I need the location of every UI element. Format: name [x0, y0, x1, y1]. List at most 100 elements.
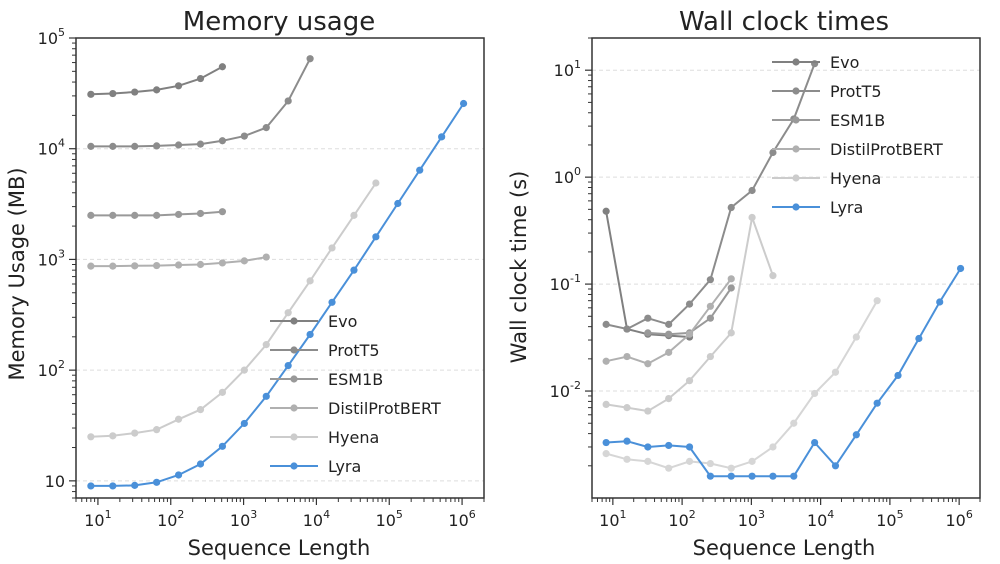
data-point-prott5: [262, 124, 270, 132]
data-point-prott5: [748, 186, 756, 195]
data-point-hyena: [174, 415, 183, 423]
data-point-prott5: [240, 132, 248, 140]
data-point-lyra: [218, 442, 227, 450]
x-tick-label: 101: [84, 508, 111, 530]
data-point-evo: [131, 88, 139, 96]
data-point-hyena: [153, 426, 161, 434]
data-point-lyra: [240, 419, 248, 428]
series-line-prott5: [605, 63, 816, 331]
x-tick-label: 105: [876, 508, 903, 530]
data-point-lyra: [372, 233, 380, 241]
data-point-esm1b: [87, 211, 95, 219]
data-point-prott5: [685, 300, 694, 308]
data-point-distilprotbert: [665, 348, 673, 356]
data-point-hyena: [262, 341, 270, 349]
data-point-evo: [87, 90, 95, 98]
data-point-hyena: [769, 443, 777, 451]
legend-label-hyena: Hyena: [328, 428, 379, 447]
y-tick-label: 103: [38, 247, 65, 269]
data-point-hyena: [306, 277, 314, 285]
series-line-hyena: [605, 300, 879, 470]
data-point-lyra: [790, 472, 798, 480]
data-point-esm1b: [109, 211, 117, 219]
y-tick-label: 101: [554, 58, 581, 80]
y-axis-label: Wall clock time (s): [507, 171, 531, 364]
data-point-prott5: [174, 141, 183, 149]
data-point-prott5: [131, 142, 139, 150]
data-point-hyena: [87, 433, 95, 441]
data-point-lyra: [706, 472, 714, 480]
plot-frame: [591, 37, 981, 499]
chart-title: Wall clock times: [679, 7, 889, 37]
data-point-distilprotbert: [218, 259, 227, 267]
data-point-hyena: [748, 457, 756, 465]
data-point-hyena: [706, 459, 714, 468]
data-point-lyra: [894, 371, 902, 380]
data-point-hyena: [240, 366, 248, 374]
series-line-prott5: [90, 58, 311, 148]
data-point-hyena: [602, 450, 610, 458]
data-point-hyena: [685, 457, 694, 465]
legend-marker-distilprotbert: [792, 145, 800, 153]
legend-label-lyra: Lyra: [328, 457, 361, 476]
data-point-hyena: [852, 333, 860, 341]
series-line-hyena: [90, 182, 377, 438]
legend-label-evo: Evo: [830, 53, 859, 72]
data-point-hyena: [350, 211, 358, 219]
data-point-lyra: [262, 392, 270, 400]
data-point-prott5: [727, 203, 735, 212]
legend-label-esm1b: ESM1B: [830, 111, 885, 130]
data-point-hyena: [196, 406, 205, 414]
legend-marker-lyra: [290, 462, 298, 470]
legend-label-hyena: Hyena: [830, 169, 881, 188]
data-point-prott5: [153, 142, 161, 150]
series-line-lyra: [90, 102, 465, 487]
data-point-hyena: [769, 272, 777, 280]
series-line-lyra: [606, 267, 962, 478]
x-tick-label: 105: [376, 508, 403, 530]
data-point-hyena: [644, 457, 652, 465]
legend-marker-esm1b: [290, 375, 298, 383]
data-point-hyena: [811, 389, 819, 398]
data-point-esm1b: [644, 329, 652, 337]
data-point-hyena: [831, 368, 840, 376]
data-point-lyra: [665, 441, 673, 450]
legend-label-lyra: Lyra: [830, 198, 863, 217]
data-point-hyena: [748, 213, 756, 222]
y-tick-label: 10: [45, 472, 65, 491]
data-point-evo: [109, 89, 117, 98]
data-point-evo: [153, 86, 161, 94]
legend-label-distilprotbert: DistilProtBERT: [328, 399, 441, 418]
data-point-lyra: [87, 482, 95, 490]
data-point-prott5: [706, 276, 714, 284]
data-point-lyra: [644, 443, 652, 451]
y-tick-label: 10-2: [550, 379, 581, 401]
memory-usage-chart: Memory usage Sequence Length Memory Usag…: [5, 7, 485, 560]
data-point-lyra: [685, 443, 694, 451]
data-point-lyra: [328, 298, 336, 306]
data-point-lyra: [852, 431, 860, 439]
data-point-prott5: [196, 140, 205, 148]
legend-label-distilprotbert: DistilProtBERT: [830, 140, 943, 159]
data-point-evo: [218, 63, 227, 71]
data-point-lyra: [109, 482, 117, 490]
legend-label-prott5: ProtT5: [328, 341, 380, 360]
legend-marker-distilprotbert: [290, 404, 298, 412]
data-point-distilprotbert: [706, 302, 714, 310]
chart-title: Memory usage: [183, 7, 375, 37]
x-tick-label: 106: [448, 508, 475, 530]
data-point-hyena: [623, 455, 631, 463]
data-point-esm1b: [727, 284, 735, 292]
data-point-lyra: [350, 266, 358, 274]
data-point-distilprotbert: [196, 260, 205, 269]
data-point-lyra: [769, 472, 777, 480]
data-point-esm1b: [196, 209, 205, 218]
data-point-hyena: [602, 400, 610, 409]
data-point-hyena: [218, 388, 227, 396]
x-tick-label: 102: [157, 508, 184, 530]
legend-marker-prott5: [792, 87, 800, 95]
x-tick-label: 103: [230, 508, 257, 530]
data-point-distilprotbert: [240, 257, 248, 265]
data-point-distilprotbert: [174, 261, 183, 269]
legend-label-evo: Evo: [328, 312, 357, 331]
